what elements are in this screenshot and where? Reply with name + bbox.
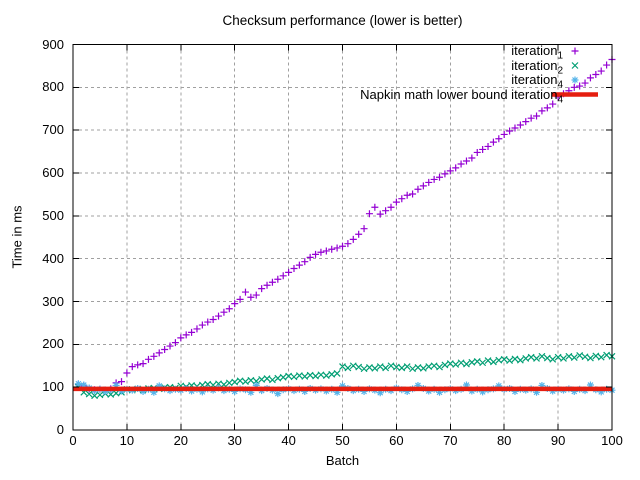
legend-star-icon xyxy=(571,76,579,84)
y-tick-label: 900 xyxy=(42,36,64,52)
y-tick-label: 400 xyxy=(42,250,64,266)
x-tick-label: 10 xyxy=(119,433,135,448)
y-tick-label: 800 xyxy=(42,79,64,95)
legend-label-subscript: 4 xyxy=(557,79,563,91)
x-tick-label: 20 xyxy=(173,433,189,448)
x-tick-label: 90 xyxy=(550,433,566,448)
legend-item-3: Napkin math lower bound iteration4 xyxy=(360,86,563,106)
legend-label-subscript: 4 xyxy=(557,94,563,106)
x-tick-label: 50 xyxy=(335,433,350,448)
y-tick-label: 500 xyxy=(42,207,64,223)
x-tick-label: 30 xyxy=(227,433,242,448)
legend-item-2: iteration4 xyxy=(511,72,563,91)
x-tick-label: 60 xyxy=(389,433,404,448)
legend-plus-icon xyxy=(571,47,579,55)
y-tick-label: 600 xyxy=(42,165,64,180)
legend-label: iteration xyxy=(511,43,558,58)
x-tick-label: 80 xyxy=(496,433,512,448)
x-tick-label: 40 xyxy=(281,433,296,448)
y-tick-label: 200 xyxy=(42,336,64,352)
legend-label: Napkin math lower bound iteration xyxy=(360,86,558,102)
legend-cross-icon xyxy=(571,62,579,69)
legend-label: iteration xyxy=(511,72,558,87)
legend-label: iteration xyxy=(511,57,558,73)
chart-title: Checksum performance (lower is better) xyxy=(222,13,463,28)
x-tick-label: 0 xyxy=(69,433,77,448)
legend-item-1: iteration2 xyxy=(511,57,563,77)
legend-item-0: iteration1 xyxy=(511,43,563,62)
y-tick-label: 700 xyxy=(42,122,64,138)
y-axis-label: Time in ms xyxy=(9,205,25,269)
y-tick-label: 100 xyxy=(42,379,64,395)
y-tick-label: 300 xyxy=(42,293,64,309)
legend-label-subscript: 1 xyxy=(557,50,563,62)
y-tick-label: 0 xyxy=(56,422,64,437)
x-tick-label: 100 xyxy=(601,433,623,448)
plot-border xyxy=(72,44,613,431)
x-tick-label: 70 xyxy=(443,433,458,448)
series-iteration1-points xyxy=(74,55,616,394)
x-axis-label: Batch xyxy=(325,453,360,468)
legend-label-subscript: 2 xyxy=(557,65,563,77)
